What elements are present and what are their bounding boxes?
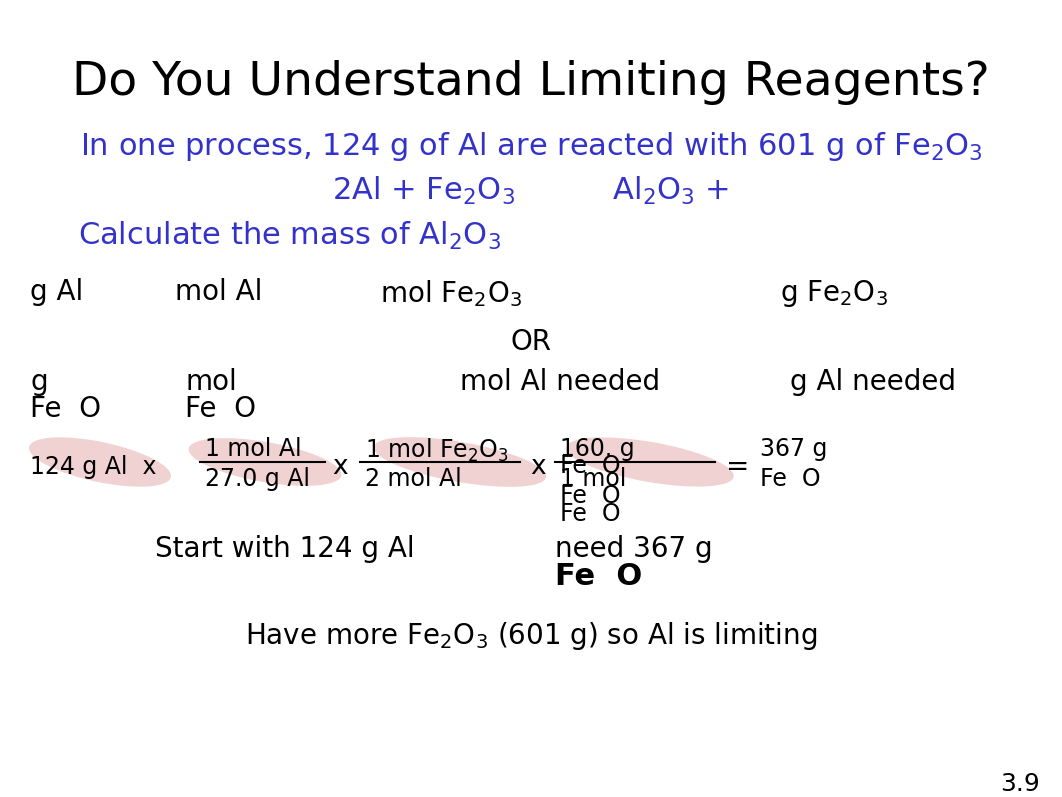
Text: Fe  O: Fe O — [760, 467, 821, 491]
Text: 27.0 g Al: 27.0 g Al — [205, 467, 310, 491]
Text: mol Fe$_2$O$_3$: mol Fe$_2$O$_3$ — [380, 278, 523, 308]
Text: Fe  O: Fe O — [560, 502, 620, 526]
Text: g Al needed: g Al needed — [790, 368, 956, 396]
Text: mol: mol — [185, 368, 237, 396]
Text: g: g — [30, 368, 48, 396]
Text: 3.9: 3.9 — [1000, 772, 1040, 796]
Text: g Fe$_2$O$_3$: g Fe$_2$O$_3$ — [780, 278, 888, 309]
Text: Do You Understand Limiting Reagents?: Do You Understand Limiting Reagents? — [72, 60, 990, 105]
Text: 2 mol Al: 2 mol Al — [365, 467, 462, 491]
Text: 367 g: 367 g — [760, 437, 827, 461]
Text: =: = — [726, 453, 750, 481]
Text: OR: OR — [511, 328, 551, 356]
Ellipse shape — [566, 438, 734, 487]
Text: 1 mol Fe$_2$O$_3$: 1 mol Fe$_2$O$_3$ — [365, 437, 509, 464]
Text: Fe  O: Fe O — [560, 454, 620, 478]
Text: 1 mol Al: 1 mol Al — [205, 437, 302, 461]
Text: Calculate the mass of Al$_2$O$_3$: Calculate the mass of Al$_2$O$_3$ — [78, 220, 501, 252]
Text: 160. g: 160. g — [560, 437, 635, 461]
Ellipse shape — [374, 437, 546, 487]
Text: Start with 124 g Al: Start with 124 g Al — [155, 535, 414, 563]
Text: 1 mol: 1 mol — [560, 467, 627, 491]
Text: x: x — [530, 454, 546, 480]
Text: x: x — [332, 454, 348, 480]
Text: Fe  O: Fe O — [185, 395, 256, 423]
Text: 124 g Al  x: 124 g Al x — [30, 455, 156, 479]
Text: In one process, 124 g of Al are reacted with 601 g of Fe$_2$O$_3$: In one process, 124 g of Al are reacted … — [80, 130, 982, 163]
Text: 2Al + Fe$_2$O$_3$          Al$_2$O$_3$ +: 2Al + Fe$_2$O$_3$ Al$_2$O$_3$ + — [332, 175, 730, 207]
Ellipse shape — [29, 438, 171, 487]
Text: Fe  O: Fe O — [555, 562, 643, 591]
Text: Fe  O: Fe O — [560, 484, 620, 508]
Text: Have more Fe$_2$O$_3$ (601 g) so Al is limiting: Have more Fe$_2$O$_3$ (601 g) so Al is l… — [245, 620, 817, 652]
Ellipse shape — [189, 438, 341, 486]
Text: need 367 g: need 367 g — [555, 535, 713, 563]
Text: mol Al: mol Al — [175, 278, 262, 306]
Text: mol Al needed: mol Al needed — [460, 368, 661, 396]
Text: g Al: g Al — [30, 278, 83, 306]
Text: Fe  O: Fe O — [30, 395, 101, 423]
